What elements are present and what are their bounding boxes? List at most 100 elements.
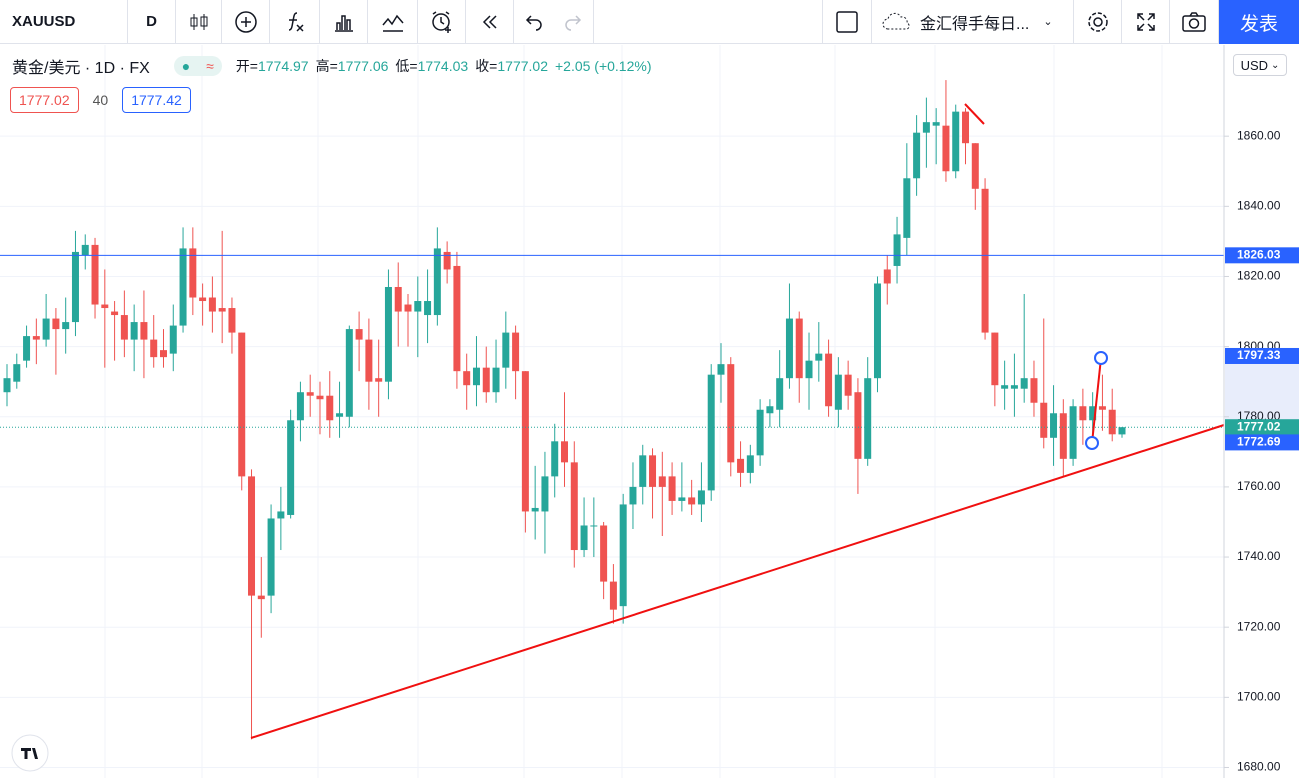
candle-body bbox=[71, 251, 79, 323]
fullscreen-square[interactable] bbox=[822, 0, 872, 43]
candle-body bbox=[952, 111, 960, 172]
candle-body bbox=[336, 413, 344, 417]
y-tick-label: 1860.00 bbox=[1237, 128, 1281, 142]
candle-body bbox=[531, 507, 539, 512]
candle-body bbox=[463, 371, 471, 386]
bid-price[interactable]: 1777.02 bbox=[10, 87, 79, 113]
undo-redo[interactable] bbox=[514, 0, 594, 43]
candle-body bbox=[199, 297, 207, 302]
candle-body bbox=[844, 374, 852, 396]
candle-body bbox=[326, 395, 334, 421]
candle-body bbox=[472, 367, 480, 386]
candle-body bbox=[1050, 413, 1058, 438]
candle-body bbox=[91, 244, 99, 305]
price-label: 1797.33 bbox=[1237, 348, 1281, 362]
candle-body bbox=[267, 518, 275, 596]
ask-price[interactable]: 1777.42 bbox=[122, 87, 191, 113]
price-label-bg bbox=[1225, 347, 1299, 364]
candle-body bbox=[169, 325, 177, 354]
anchor-point[interactable] bbox=[1085, 436, 1099, 450]
candle-body bbox=[805, 360, 813, 379]
candle-body bbox=[971, 143, 979, 189]
candle-body bbox=[443, 251, 451, 270]
ohlc-value: 1777.02 bbox=[497, 58, 548, 74]
compare-button[interactable] bbox=[222, 0, 270, 43]
candle-body bbox=[1108, 409, 1116, 435]
y-tick-label: 1740.00 bbox=[1237, 549, 1281, 563]
tv-logo bbox=[11, 734, 49, 772]
chart-type-button[interactable] bbox=[176, 0, 222, 43]
candle-body bbox=[942, 125, 950, 172]
candle-body bbox=[551, 441, 559, 477]
candle-body bbox=[717, 364, 725, 375]
candle-body bbox=[570, 462, 578, 551]
fullscreen-button[interactable] bbox=[1122, 0, 1170, 43]
candle-body bbox=[756, 409, 764, 456]
interval-button[interactable]: D bbox=[128, 0, 176, 43]
symbol-button[interactable]: XAUUSD bbox=[0, 0, 128, 43]
settings-button[interactable] bbox=[1074, 0, 1122, 43]
candle-body bbox=[512, 332, 520, 372]
candle-body bbox=[629, 486, 637, 505]
candle-body bbox=[893, 234, 901, 266]
alert-button[interactable] bbox=[418, 0, 466, 43]
vertical-grid bbox=[104, 45, 1163, 778]
trend-line[interactable] bbox=[250, 424, 1225, 739]
candle-body bbox=[130, 322, 138, 340]
candle-body bbox=[932, 122, 940, 126]
candle-body bbox=[238, 332, 246, 477]
candle-body bbox=[453, 265, 461, 372]
candle-body bbox=[1089, 406, 1097, 421]
y-tick-label: 1840.00 bbox=[1237, 199, 1281, 213]
candle-body bbox=[1098, 406, 1106, 410]
candle-body bbox=[864, 378, 872, 459]
layout-button[interactable]: 金汇得手每日... ⌄ bbox=[872, 0, 1074, 43]
ohlc-change: +2.05 (+0.12%) bbox=[554, 58, 652, 74]
candle-body bbox=[962, 111, 970, 144]
candle-body bbox=[492, 367, 500, 393]
candle-body bbox=[81, 244, 89, 256]
candle-body bbox=[394, 286, 402, 312]
candle-body bbox=[688, 497, 696, 505]
ohlc-key: 收= bbox=[475, 58, 498, 74]
ohlc-key: 低= bbox=[395, 58, 418, 74]
candle-body bbox=[1001, 385, 1009, 389]
candle-body bbox=[375, 378, 383, 382]
candle-body bbox=[1059, 413, 1067, 459]
candle-body bbox=[296, 392, 304, 421]
currency-button[interactable]: USD ⌄ bbox=[1233, 54, 1287, 76]
candle-body bbox=[120, 315, 128, 340]
candle-body bbox=[1040, 402, 1048, 438]
candle-body bbox=[248, 476, 256, 596]
candle-body bbox=[316, 395, 324, 400]
candle-body bbox=[815, 353, 823, 361]
candle-body bbox=[1079, 406, 1087, 421]
candle-body bbox=[834, 374, 842, 410]
indicators-button[interactable] bbox=[270, 0, 320, 43]
candle-body bbox=[179, 248, 187, 326]
candle-body bbox=[384, 286, 392, 382]
candle-body bbox=[218, 308, 226, 312]
drawing-line[interactable] bbox=[964, 103, 985, 125]
candle-body bbox=[727, 364, 735, 463]
candle-body bbox=[1020, 378, 1028, 389]
snapshot-button[interactable] bbox=[1170, 0, 1219, 43]
drawing-line[interactable] bbox=[1091, 357, 1102, 444]
candle-body bbox=[580, 525, 588, 551]
replay-button[interactable] bbox=[466, 0, 514, 43]
candle-body bbox=[3, 378, 11, 393]
templates-button[interactable] bbox=[320, 0, 368, 43]
candle-body bbox=[746, 455, 754, 473]
chart: 1680.001700.001720.001740.001760.001780.… bbox=[0, 45, 1299, 778]
candle-body bbox=[424, 301, 432, 316]
price-label-bg bbox=[1225, 247, 1299, 264]
publish-button[interactable]: 发表 bbox=[1219, 0, 1299, 44]
candle-body bbox=[287, 420, 295, 515]
candle-body bbox=[1010, 385, 1018, 389]
layout-name: 金汇得手每日... bbox=[920, 15, 1030, 33]
anchor-point[interactable] bbox=[1094, 351, 1108, 365]
layouts-button[interactable] bbox=[368, 0, 418, 43]
candle-body bbox=[658, 476, 666, 487]
market-status[interactable]: ● ≈ bbox=[173, 56, 222, 76]
